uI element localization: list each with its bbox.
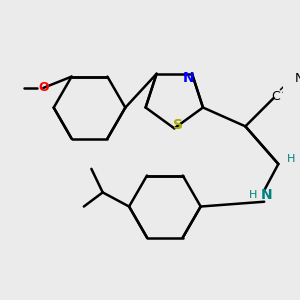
Text: S: S — [173, 118, 183, 132]
Text: C: C — [271, 90, 280, 103]
Text: N: N — [294, 72, 300, 85]
Text: N: N — [182, 70, 194, 85]
Text: H: H — [287, 154, 296, 164]
Text: O: O — [38, 81, 49, 94]
Text: H: H — [249, 190, 257, 200]
Text: N: N — [261, 188, 273, 202]
